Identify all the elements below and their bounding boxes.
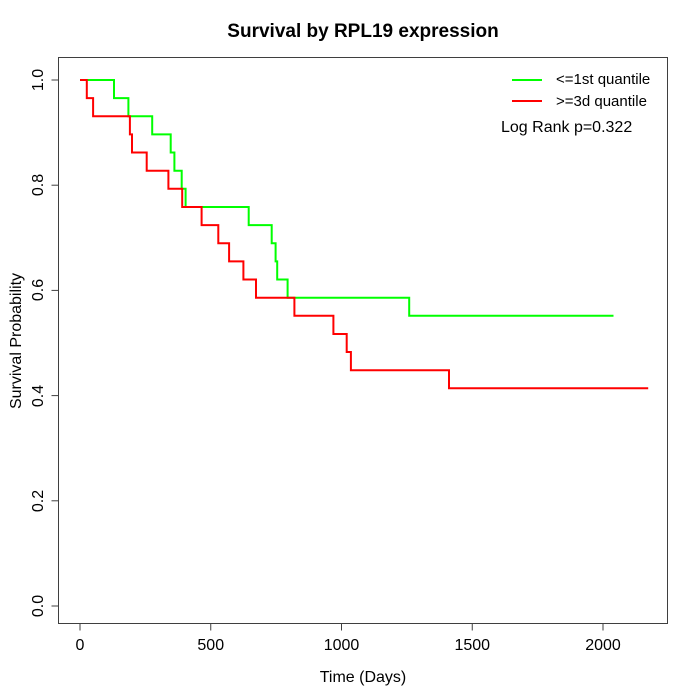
x-tick-label: 2000 bbox=[585, 637, 621, 654]
x-axis-title: Time (Days) bbox=[319, 669, 407, 686]
x-tick-label: 1000 bbox=[323, 637, 360, 654]
x-tick-label: 1500 bbox=[454, 637, 491, 654]
survival-curve-low-expression bbox=[80, 79, 614, 317]
y-tick-label: 0.8 bbox=[30, 174, 47, 197]
x-tick-label: 0 bbox=[75, 637, 85, 654]
x-tick-label: 500 bbox=[197, 637, 225, 654]
legend-line-red bbox=[512, 100, 542, 102]
legend-label-third-quantile: >=3d quantile bbox=[556, 93, 647, 110]
log-rank-p-value: Log Rank p=0.322 bbox=[501, 119, 633, 136]
y-tick-label: 0.6 bbox=[30, 279, 47, 302]
legend-line-green bbox=[512, 79, 542, 81]
survival-curve-high-expression bbox=[80, 79, 649, 390]
plot-box bbox=[58, 57, 668, 624]
chart-title: Survival by RPL19 expression bbox=[227, 21, 499, 42]
y-tick-label: 0.4 bbox=[30, 384, 47, 407]
y-axis-title: Survival Probability bbox=[8, 272, 25, 410]
y-tick-label: 0.2 bbox=[30, 489, 47, 512]
y-tick-label: 1.0 bbox=[30, 68, 47, 92]
y-tick-label: 0.0 bbox=[30, 594, 47, 618]
legend-label-first-quantile: <=1st quantile bbox=[556, 71, 651, 88]
